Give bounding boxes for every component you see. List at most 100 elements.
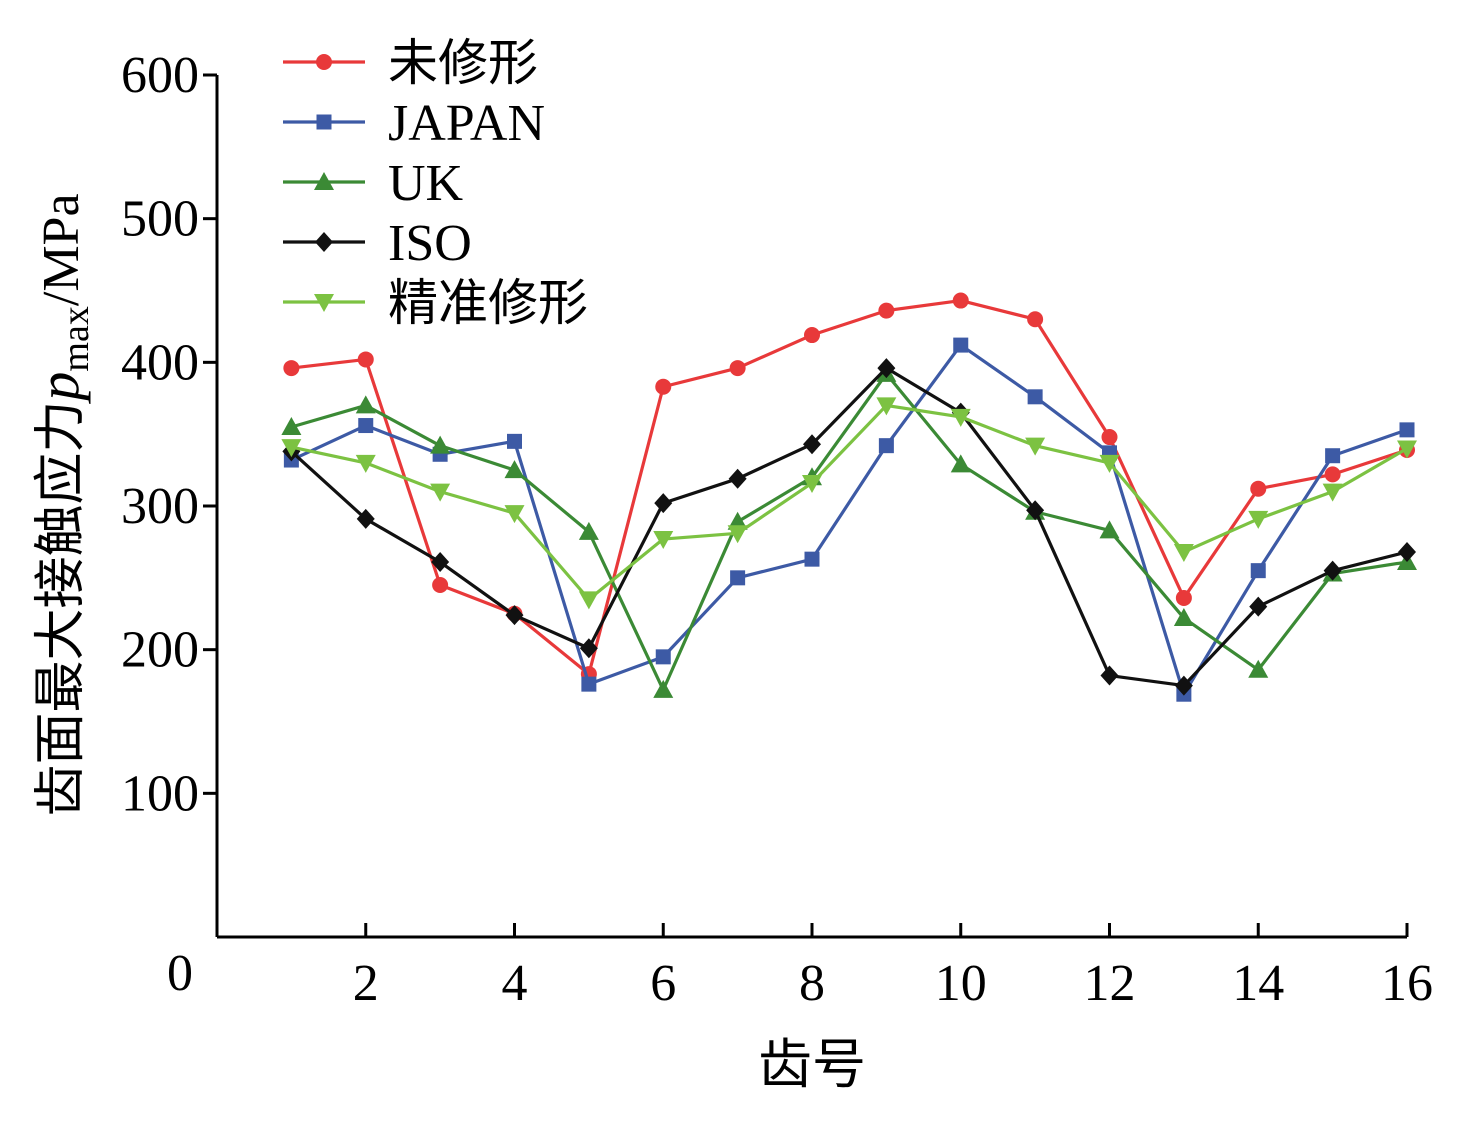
x-tick-label-16: 16 [1381,955,1433,1012]
series-4-point-14 [1249,596,1268,617]
y-tick-label-400: 400 [121,334,199,391]
legend-marker-2 [316,114,332,130]
series-1-point-12 [1101,429,1118,446]
series-1-point-13 [1175,589,1192,606]
series-4-point-5 [579,638,598,659]
series-5-point-8 [802,475,822,494]
legend-marker-1 [316,54,332,70]
series-3-point-2 [355,395,376,414]
y-tick-label-500: 500 [121,191,199,248]
series-5 [281,397,1417,610]
legend-marker-5 [314,294,334,312]
legend-item-1: 未修形 [283,34,538,92]
series-3-point-5 [578,521,599,540]
series-1-point-7 [729,360,746,377]
series-2-point-7 [730,570,746,586]
axes: 100 200 300 400 500 600 2 4 6 8 10 12 14 16 0 [121,47,1433,1012]
series-5-point-5 [578,591,599,610]
series-4-point-4 [505,605,524,626]
x-tick-label-12: 12 [1084,955,1136,1012]
series-5-point-1 [281,439,302,458]
series-3-point-12 [1099,520,1120,539]
series-2 [283,337,1415,702]
series-line-2 [290,343,1408,696]
series-3-point-14 [1248,659,1269,678]
series-1-point-2 [357,351,374,368]
series-4-point-16 [1398,541,1416,562]
series-5-point-13 [1173,543,1194,562]
series-1-point-6 [655,378,672,395]
series-line-1 [291,298,1408,676]
series-1 [283,292,1415,683]
series-3-point-13 [1173,608,1194,627]
series-1-point-14 [1250,480,1267,497]
series-2-point-5 [581,676,597,692]
origin-label: 0 [167,945,193,1002]
y-axis-title-subscript: max [55,306,97,371]
legend-label-1: 未修形 [388,34,538,92]
series-4-point-2 [356,508,375,529]
series-4-point-8 [803,434,821,455]
y-axis-title-unit: /MPa [33,193,90,306]
series-2-point-4 [507,433,522,449]
series-4-point-3 [431,552,450,573]
x-axis-title: 齿号 [758,1033,866,1096]
y-tick-label-100: 100 [121,765,199,822]
series-1-point-10 [952,292,969,309]
x-tick-label-6: 6 [650,955,676,1012]
legend-label-3: UK [388,155,464,212]
series-1-point-3 [432,577,449,594]
series-1-point-15 [1324,466,1341,483]
series-5-point-7 [727,525,748,544]
series-5-point-14 [1248,510,1269,529]
series-5-point-6 [653,531,674,550]
series-3 [281,363,1417,698]
series-4 [282,358,1416,696]
y-tick-label-200: 200 [121,622,199,679]
legend-marker-3 [314,172,334,190]
series-5-point-12 [1099,454,1120,473]
series-4-point-6 [654,493,673,514]
series-5-point-10 [950,408,971,427]
series-1-point-11 [1027,311,1044,328]
series-group [281,292,1417,702]
series-line-4 [290,366,1408,688]
y-axis-title: 齿面最大接触应力pmax/MPa [26,193,97,816]
series-5-point-4 [504,505,525,524]
series-3-point-1 [281,416,302,435]
series-4-point-9 [877,358,896,379]
series-3-point-6 [653,679,674,698]
series-3-point-3 [430,435,451,454]
y-axis-title-symbol: p [26,372,91,405]
series-1-point-9 [878,302,895,319]
series-2-point-10 [953,337,969,353]
series-2-point-15 [1325,448,1341,464]
series-5-point-3 [430,483,451,502]
x-tick-label-4: 4 [502,955,528,1012]
legend-item-5: 精准修形 [283,274,588,332]
legend-item-4: ISO [283,215,472,272]
legend-marker-4 [315,232,333,252]
series-5-point-15 [1322,483,1343,502]
y-tick-label-300: 300 [121,478,199,535]
series-4-point-13 [1174,675,1193,696]
series-5-point-9 [876,397,897,416]
series-5-point-2 [355,454,376,473]
x-tick-label-2: 2 [353,955,379,1012]
series-3-point-4 [504,460,525,479]
series-4-point-12 [1100,665,1119,686]
series-2-point-14 [1250,563,1266,579]
series-line-5 [291,403,1408,601]
legend-item-2: JAPAN [283,95,545,152]
series-4-point-15 [1323,560,1342,581]
series-5-point-16 [1397,440,1417,459]
series-2-point-2 [358,418,374,434]
series-1-point-1 [283,360,300,377]
series-2-point-11 [1027,389,1043,405]
legend-label-4: ISO [388,215,472,272]
series-2-point-8 [804,551,820,567]
series-2-point-9 [878,438,894,454]
x-tick-label-8: 8 [799,955,825,1012]
legend-label-2: JAPAN [388,95,545,152]
